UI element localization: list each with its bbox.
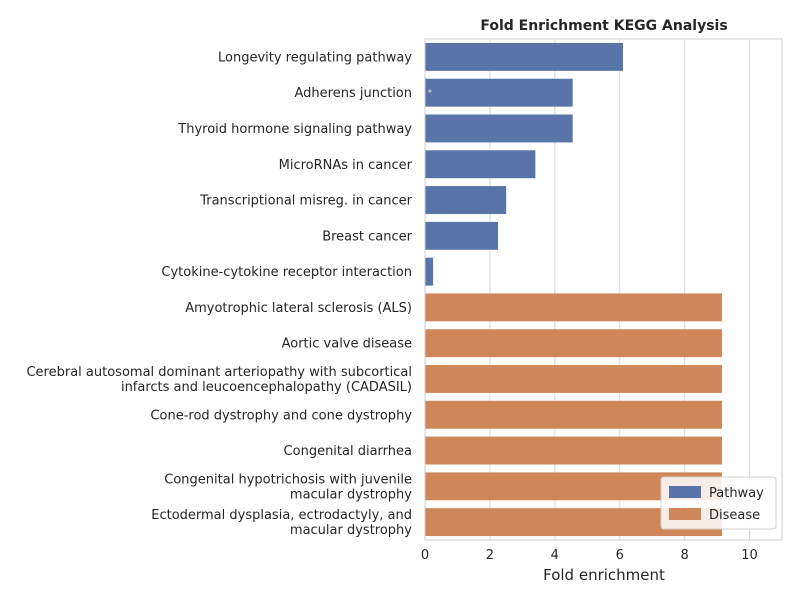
x-tick-label-5: 10 <box>741 548 758 563</box>
category-label-6: Cytokine-cytokine receptor interaction <box>161 265 412 280</box>
legend-label-0: Pathway <box>709 486 764 501</box>
legend: Pathway Disease <box>660 476 777 530</box>
x-axis-label: Fold enrichment <box>543 566 665 584</box>
legend-swatch-1 <box>669 508 701 520</box>
category-label-4-line-0: Transcriptional misreg. in cancer <box>199 194 412 209</box>
x-tick-label-2: 4 <box>551 548 559 563</box>
category-labels: Longevity regulating pathway Adherens jun… <box>26 50 412 538</box>
category-label-5: Breast cancer <box>322 229 412 244</box>
category-label-3-line-0: MicroRNAs in cancer <box>279 158 413 173</box>
category-label-0-line-0: Longevity regulating pathway <box>218 50 412 65</box>
category-label-11: Congenital diarrhea <box>284 444 412 459</box>
bar-11 <box>425 436 722 465</box>
category-label-9-line-1: infarcts and leucoencephalopathy (CADASI… <box>121 380 412 395</box>
bar-9 <box>425 365 722 393</box>
bar-0 <box>425 42 623 71</box>
category-label-0: Longevity regulating pathway <box>218 50 412 65</box>
category-label-12: Congenital hypotrichosis with juvenile ma… <box>164 472 412 502</box>
category-label-11-line-0: Congenital diarrhea <box>284 444 412 459</box>
category-label-6-line-0: Cytokine-cytokine receptor interaction <box>161 265 412 280</box>
category-label-10: Cone-rod dystrophy and cone dystrophy <box>150 408 412 423</box>
category-label-13-line-0: Ectodermal dysplasia, ectrodactyly, and <box>151 508 412 523</box>
annotations: * <box>428 89 433 99</box>
category-label-4: Transcriptional misreg. in cancer <box>199 194 412 209</box>
bar-10 <box>425 400 722 429</box>
category-label-2: Thyroid hormone signaling pathway <box>177 122 412 137</box>
bar-4 <box>425 186 507 214</box>
category-label-12-line-0: Congenital hypotrichosis with juvenile <box>164 472 412 487</box>
bar-2 <box>425 114 573 143</box>
x-tick-labels: 0 2 4 6 8 10 <box>421 548 758 563</box>
bar-8 <box>425 329 722 358</box>
bar-1 <box>425 78 573 107</box>
category-label-8: Aortic valve disease <box>282 337 412 352</box>
category-label-9: Cerebral autosomal dominant arteriopathy… <box>26 365 412 395</box>
category-label-12-line-1: macular dystrophy <box>290 487 412 502</box>
x-tick-label-4: 8 <box>680 548 688 563</box>
category-label-9-line-0: Cerebral autosomal dominant arteriopathy… <box>26 365 412 380</box>
category-label-7-line-0: Amyotrophic lateral sclerosis (ALS) <box>185 301 412 316</box>
bar-6 <box>425 257 434 286</box>
plot-frame <box>424 38 783 541</box>
category-label-8-line-0: Aortic valve disease <box>282 337 412 352</box>
x-tick-label-0: 0 <box>421 548 429 563</box>
legend-swatch-0 <box>669 486 701 498</box>
bar-7 <box>425 293 722 322</box>
category-label-2-line-0: Thyroid hormone signaling pathway <box>177 122 412 137</box>
x-tick-label-3: 6 <box>616 548 624 563</box>
x-tick-label-1: 2 <box>486 548 494 563</box>
category-label-13-line-1: macular dystrophy <box>290 523 412 538</box>
category-label-7: Amyotrophic lateral sclerosis (ALS) <box>185 301 412 316</box>
plot-border <box>424 38 783 541</box>
category-label-3: MicroRNAs in cancer <box>279 158 413 173</box>
category-label-1: Adherens junction <box>295 86 413 101</box>
category-label-10-line-0: Cone-rod dystrophy and cone dystrophy <box>150 408 412 423</box>
legend-label-1: Disease <box>709 508 760 523</box>
category-label-1-line-0: Adherens junction <box>295 86 413 101</box>
category-label-13: Ectodermal dysplasia, ectrodactyly, and m… <box>151 508 412 538</box>
bar-5 <box>425 221 499 250</box>
bar-3 <box>425 150 536 179</box>
bar-annotation-0: * <box>428 89 433 99</box>
chart-title: Fold Enrichment KEGG Analysis <box>480 18 727 34</box>
category-label-5-line-0: Breast cancer <box>322 229 412 244</box>
